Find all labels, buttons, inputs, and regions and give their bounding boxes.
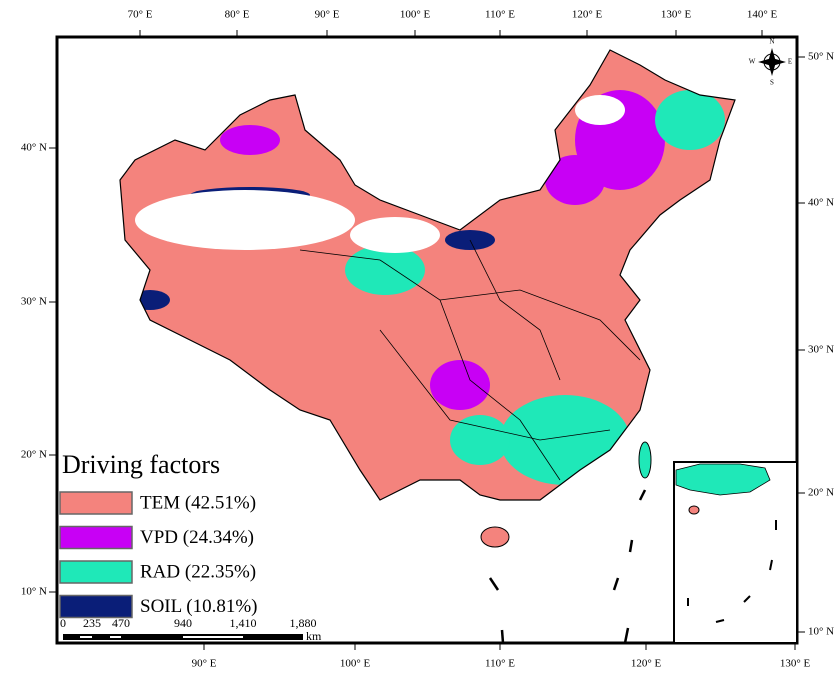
left-label: 10° N <box>21 586 47 598</box>
scale-label: 1,410 <box>230 616 257 630</box>
cover-patch <box>430 360 490 410</box>
compass-e: E <box>788 58 792 66</box>
inset-map <box>674 462 797 643</box>
legend-swatch <box>60 492 132 514</box>
scale-label: 470 <box>112 616 130 630</box>
top-label: 100° E <box>400 9 431 21</box>
top-label: 110° E <box>485 9 515 21</box>
left-label: 40° N <box>21 142 47 154</box>
top-label: 140° E <box>747 9 778 21</box>
top-label: 70° E <box>128 9 153 21</box>
top-label: 80° E <box>225 9 250 21</box>
legend-label: RAD (22.35%) <box>140 561 256 582</box>
bottom-label: 90° E <box>192 658 217 670</box>
compass-s: S <box>770 79 774 87</box>
scale-bar-segment <box>110 636 121 638</box>
legend-swatch <box>60 527 132 549</box>
legend-title: Driving factors <box>62 450 220 479</box>
right-label: 30° N <box>808 344 834 356</box>
bottom-label: 100° E <box>340 658 371 670</box>
top-label: 90° E <box>315 9 340 21</box>
compass-w: W <box>749 58 756 66</box>
map-figure: 70° E 80° E 90° E 100° E 110° E 120° E 130° E 1… <box>0 0 838 675</box>
bottom-label: 130° E <box>780 658 811 670</box>
right-label: 40° N <box>808 197 834 209</box>
no-data-area <box>350 217 440 253</box>
legend-swatch <box>60 596 132 618</box>
top-label: 120° E <box>572 9 603 21</box>
right-label: 10° N <box>808 626 834 638</box>
legend-swatch <box>60 561 132 583</box>
cover-patch <box>655 90 725 150</box>
cover-patch <box>450 415 510 465</box>
bottom-label: 120° E <box>631 658 662 670</box>
scale-label: 1,880 <box>290 616 317 630</box>
no-data-area <box>575 95 625 125</box>
scale-bar-segment <box>80 636 92 638</box>
right-label: 20° N <box>808 487 834 499</box>
island <box>639 442 651 478</box>
scale-unit: km <box>306 629 322 643</box>
scale-label: 235 <box>83 616 101 630</box>
scale-label: 0 <box>60 616 66 630</box>
no-data-area <box>135 190 355 250</box>
right-label: 50° N <box>808 51 834 63</box>
left-label: 20° N <box>21 449 47 461</box>
legend-label: TEM (42.51%) <box>140 492 256 513</box>
left-label: 30° N <box>21 296 47 308</box>
legend-label: SOIL (10.81%) <box>140 596 258 617</box>
cover-patch <box>220 125 280 155</box>
top-label: 130° E <box>661 9 692 21</box>
island <box>481 527 509 547</box>
scale-bar-segment <box>183 636 243 638</box>
legend-label: VPD (24.34%) <box>140 527 254 548</box>
bottom-label: 110° E <box>485 658 515 670</box>
compass-n: N <box>769 38 774 46</box>
scale-label: 940 <box>174 616 192 630</box>
